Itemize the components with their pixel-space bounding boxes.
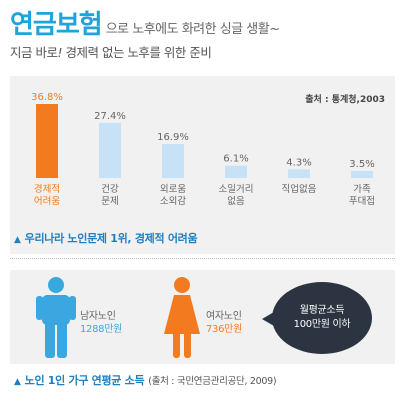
- female-income-label: 여자노인 736만원: [206, 310, 242, 336]
- category-label-5-0: 가족: [353, 184, 371, 195]
- value-label-1: 27.4%: [94, 111, 126, 122]
- category-label-2-0: 외로움: [160, 183, 186, 195]
- category-label-3-0: 소일거리: [219, 184, 254, 195]
- female-person-icon: [164, 277, 200, 358]
- income-caption-source: (출처 : 국민연금관리공단, 2009): [148, 376, 277, 387]
- bubble-line2: 100만원 이하: [293, 319, 351, 330]
- bar-3: [225, 165, 247, 178]
- triangle-up-icon: ▲: [14, 235, 21, 245]
- page-title: 연금보험: [10, 10, 103, 40]
- category-label-5-1: 푸대접: [349, 195, 375, 207]
- triangle-up-icon: ▲: [14, 377, 21, 387]
- bubble-line1: 월평균소득: [299, 305, 345, 316]
- subtitle-prefix: 지금 바로: [10, 45, 58, 60]
- income-bubble: 월평균소득 100만원 이하: [272, 282, 372, 354]
- value-label-4: 4.3%: [286, 157, 311, 168]
- category-label-0-1: 어려움: [34, 195, 60, 207]
- bubble-tail: [262, 312, 274, 326]
- subtitle-rest: 경제력 없는 노후를 위한 준비: [62, 45, 212, 60]
- category-label-2-1: 소외감: [160, 195, 186, 207]
- value-label-2: 16.9%: [157, 132, 189, 143]
- header-title-line: 연금보험 으로 노후에도 화려한 싱글 생활~: [10, 4, 280, 41]
- income-panel: 남자노인 1288만원 여자노인 736만원 월평균소득 100만원 이하: [10, 270, 395, 364]
- male-income-label: 남자노인 1288만원: [80, 310, 122, 336]
- value-label-5: 3.5%: [349, 159, 374, 170]
- chart-caption-text: 우리나라 노인문제 1위, 경제적 어려움: [24, 232, 198, 245]
- page-subtitle: 지금 바로! 경제력 없는 노후를 위한 준비: [10, 42, 212, 61]
- female-label: 여자노인: [206, 311, 242, 322]
- category-label-1-1: 문제: [101, 196, 118, 207]
- bar-0: [36, 104, 58, 178]
- page-title-rest: 으로 노후에도 화려한 싱글 생활~: [105, 22, 280, 37]
- income-caption: ▲ 노인 1인 가구 연평균 소득 (출처 : 국민연금관리공단, 2009): [14, 372, 277, 388]
- bar-2: [162, 144, 184, 178]
- income-caption-text: 노인 1인 가구 연평균 소득: [24, 374, 145, 387]
- category-label-3-1: 없음: [227, 195, 245, 207]
- category-label-1-0: 건강: [101, 184, 119, 195]
- value-label-3: 6.1%: [223, 154, 248, 165]
- chart-panel: 출처 : 통계청,2003 36.8% 경제적 어려움 27.4% 건강 문제 16.9% 외…: [10, 76, 395, 254]
- chart-caption: ▲ 우리나라 노인문제 1위, 경제적 어려움: [14, 230, 198, 246]
- male-amount: 1288만원: [80, 324, 123, 335]
- bar-1: [99, 122, 121, 178]
- chart-source: 출처 : 통계청,2003: [305, 95, 385, 105]
- category-label-4-0: 직업없음: [282, 183, 317, 195]
- bar-5: [351, 170, 373, 178]
- category-label-0-0: 경제적: [34, 183, 60, 195]
- value-label-0: 36.8%: [31, 92, 63, 103]
- bar-4: [288, 169, 310, 178]
- female-amount: 736만원: [206, 324, 242, 335]
- male-person-icon: [36, 277, 76, 358]
- subtitle-mark: !: [57, 45, 62, 60]
- divider: [10, 258, 395, 259]
- male-label: 남자노인: [80, 311, 116, 322]
